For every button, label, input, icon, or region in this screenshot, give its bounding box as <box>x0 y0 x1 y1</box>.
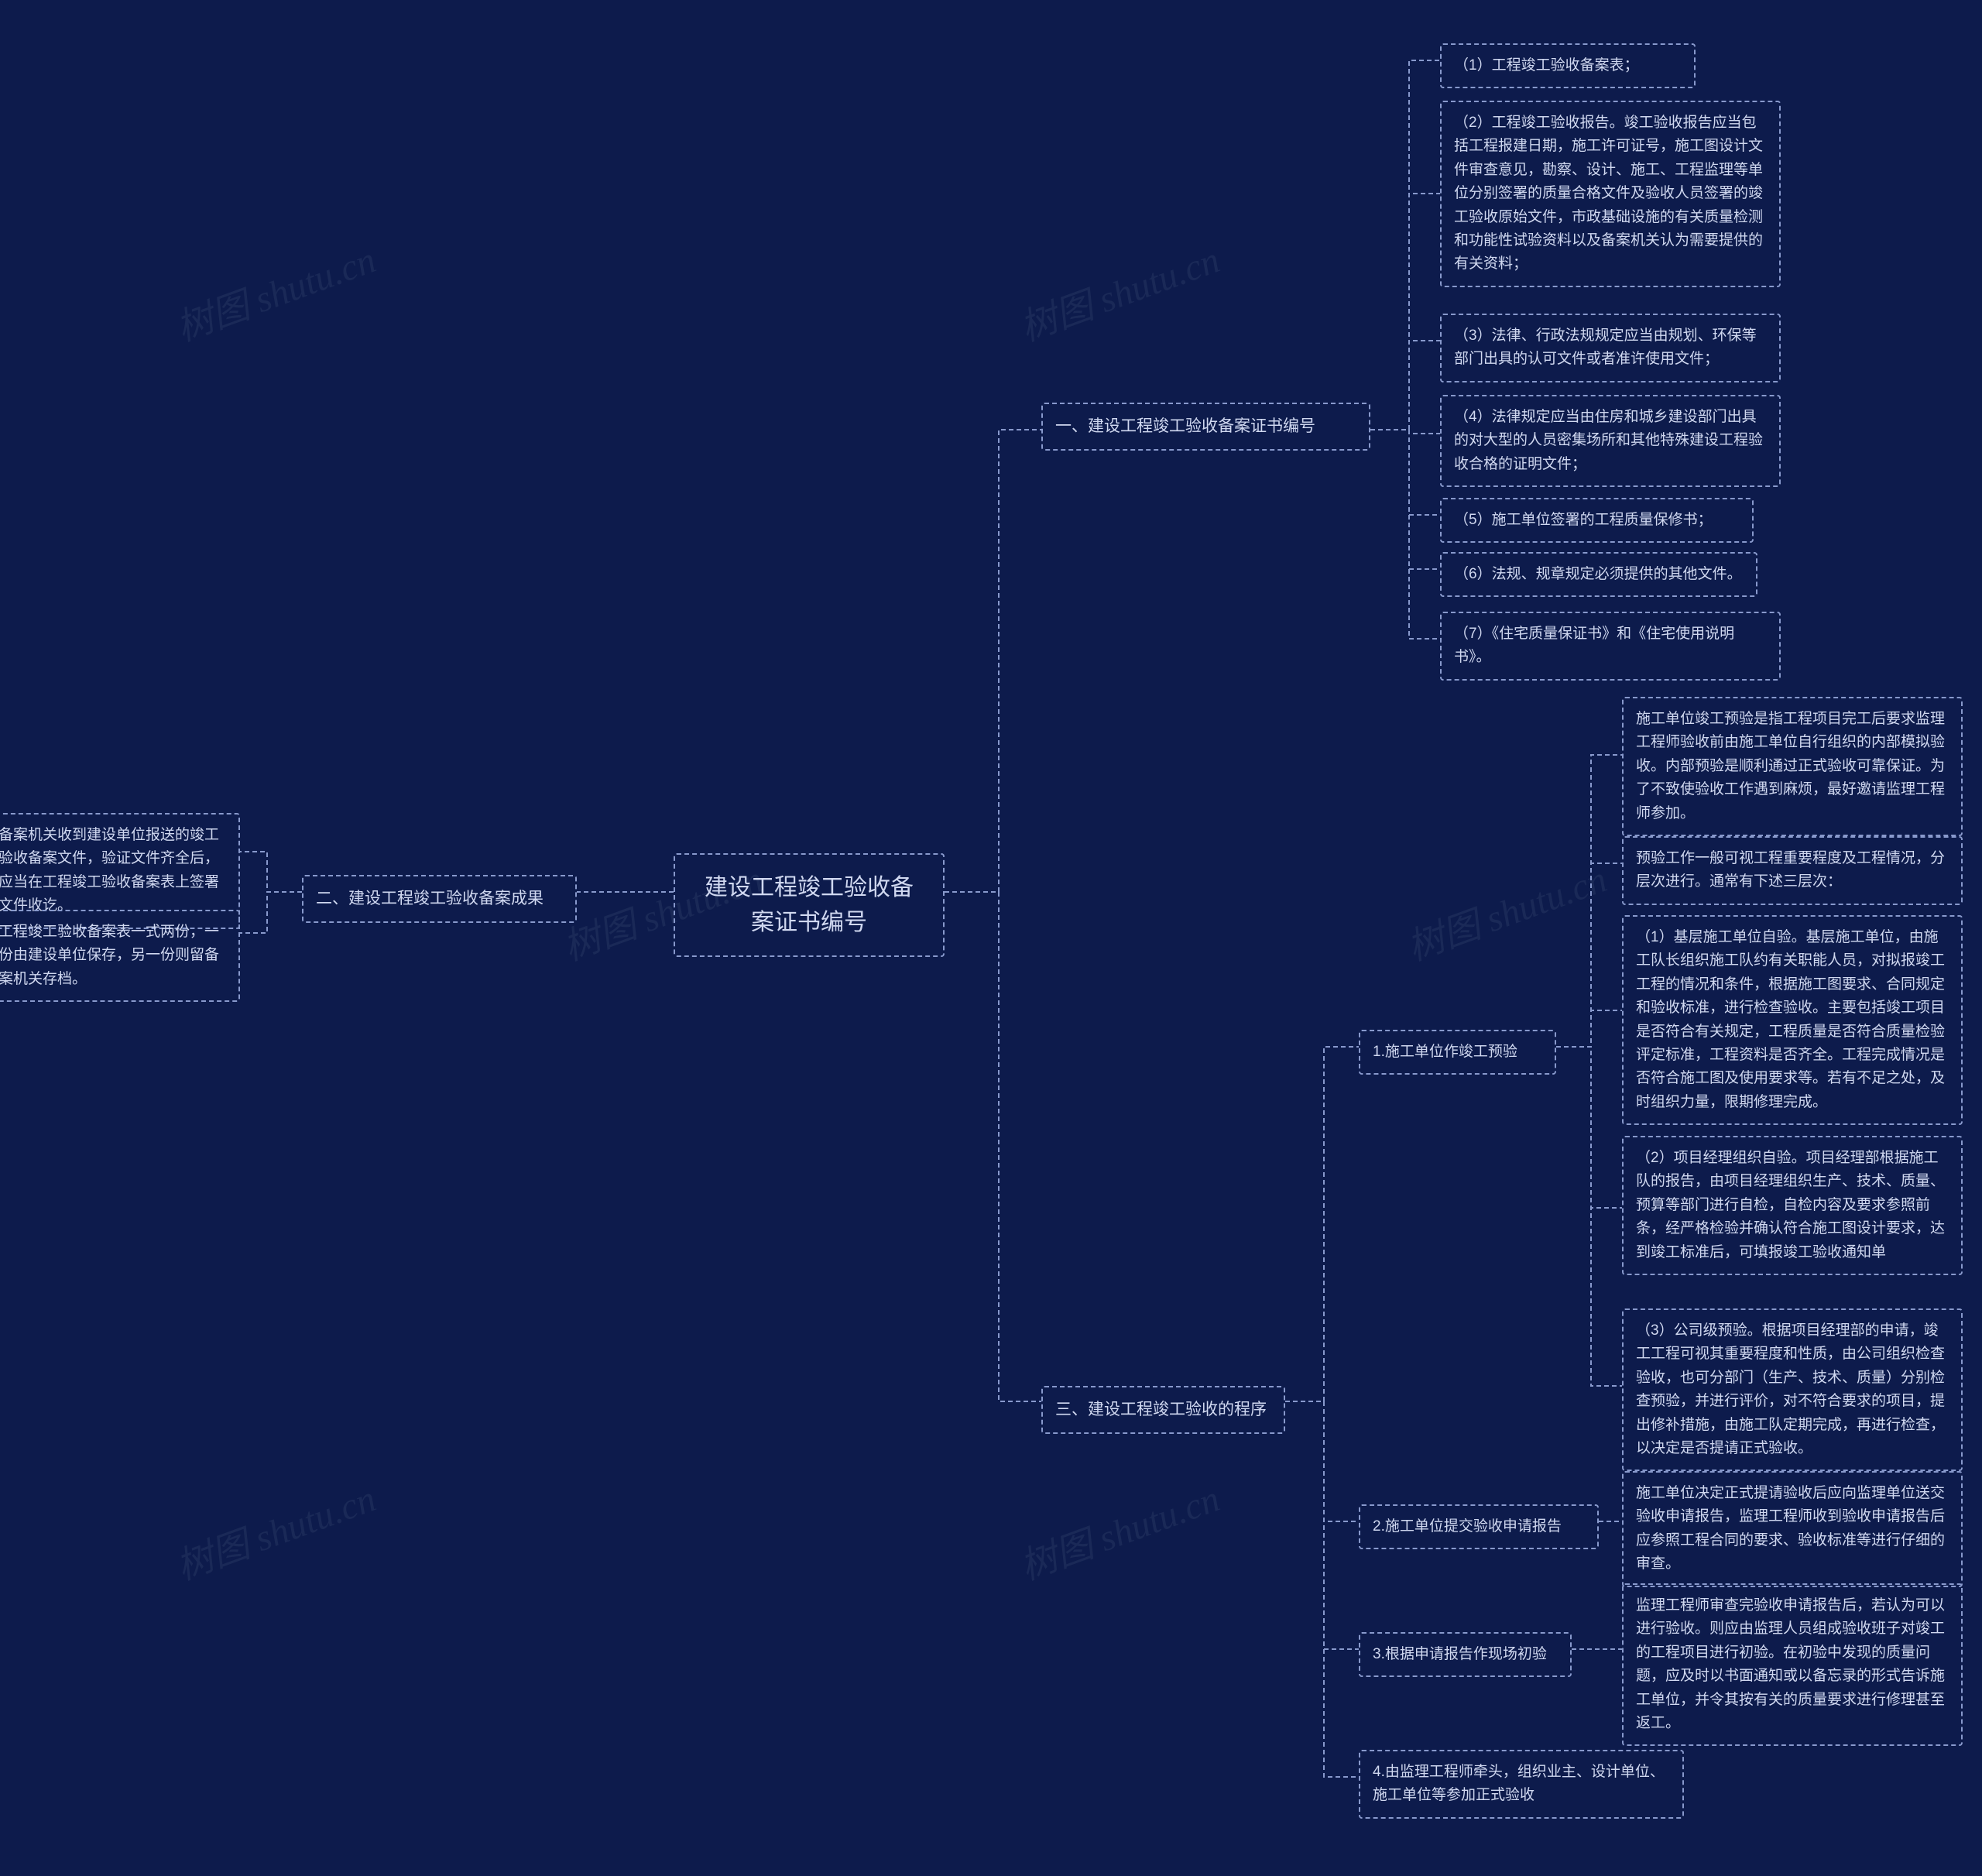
branch3-sub1-title: 1.施工单位作竣工预验 <box>1359 1030 1556 1075</box>
branch2-item-2: 工程竣工验收备案表一式两份，一份由建设单位保存，另一份则留备案机关存档。 <box>0 910 240 1002</box>
branch1-item-6: （6）法规、规章规定必须提供的其他文件。 <box>1440 552 1757 597</box>
watermark: 树图 shutu.cn <box>167 229 382 352</box>
watermark: 树图 shutu.cn <box>167 1468 382 1590</box>
branch1-item-1: （1）工程竣工验收备案表； <box>1440 43 1696 88</box>
center-node: 建设工程竣工验收备案证书编号 <box>674 853 945 957</box>
branch1-item-4: （4）法律规定应当由住房和城乡建设部门出具的对大型的人员密集场所和其他特殊建设工… <box>1440 395 1781 487</box>
branch3-sub1-item-3: （1）基层施工单位自验。基层施工单位，由施工队长组织施工队约有关职能人员，对拟报… <box>1622 915 1963 1125</box>
watermark: 树图 shutu.cn <box>1011 229 1226 352</box>
branch1-item-5: （5）施工单位签署的工程质量保修书； <box>1440 498 1754 543</box>
branch3-sub1-item-1: 施工单位竣工预验是指工程项目完工后要求监理工程师验收前由施工单位自行组织的内部模… <box>1622 697 1963 836</box>
branch3-sub4-title: 4.由监理工程师牵头，组织业主、设计单位、施工单位等参加正式验收 <box>1359 1750 1684 1819</box>
watermark: 树图 shutu.cn <box>1011 1468 1226 1590</box>
branch3-title: 三、建设工程竣工验收的程序 <box>1041 1386 1285 1434</box>
branch3-sub2-title: 2.施工单位提交验收申请报告 <box>1359 1504 1599 1549</box>
watermark: 树图 shutu.cn <box>1398 849 1613 971</box>
branch3-sub2-item: 施工单位决定正式提请验收后应向监理单位送交验收申请报告，监理工程师收到验收申请报… <box>1622 1471 1963 1587</box>
branch3-sub3-item: 监理工程师审查完验收申请报告后，若认为可以进行验收。则应由监理人员组成验收班子对… <box>1622 1583 1963 1746</box>
branch3-sub1-item-2: 预验工作一般可视工程重要程度及工程情况，分层次进行。通常有下述三层次： <box>1622 836 1963 905</box>
branch1-item-7: （7）《住宅质量保证书》和《住宅使用说明书》。 <box>1440 612 1781 681</box>
branch3-sub1-item-5: （3）公司级预验。根据项目经理部的申请，竣工工程可视其重要程度和性质，由公司组织… <box>1622 1308 1963 1471</box>
branch1-item-3: （3）法律、行政法规规定应当由规划、环保等部门出具的认可文件或者准许使用文件； <box>1440 314 1781 382</box>
branch1-title: 一、建设工程竣工验收备案证书编号 <box>1041 403 1370 451</box>
branch3-sub1-item-4: （2）项目经理组织自验。项目经理部根据施工队的报告，由项目经理组织生产、技术、质… <box>1622 1136 1963 1275</box>
branch1-item-2: （2）工程竣工验收报告。竣工验收报告应当包括工程报建日期，施工许可证号，施工图设… <box>1440 101 1781 287</box>
branch3-sub3-title: 3.根据申请报告作现场初验 <box>1359 1632 1572 1677</box>
branch2-title: 二、建设工程竣工验收备案成果 <box>302 875 577 923</box>
